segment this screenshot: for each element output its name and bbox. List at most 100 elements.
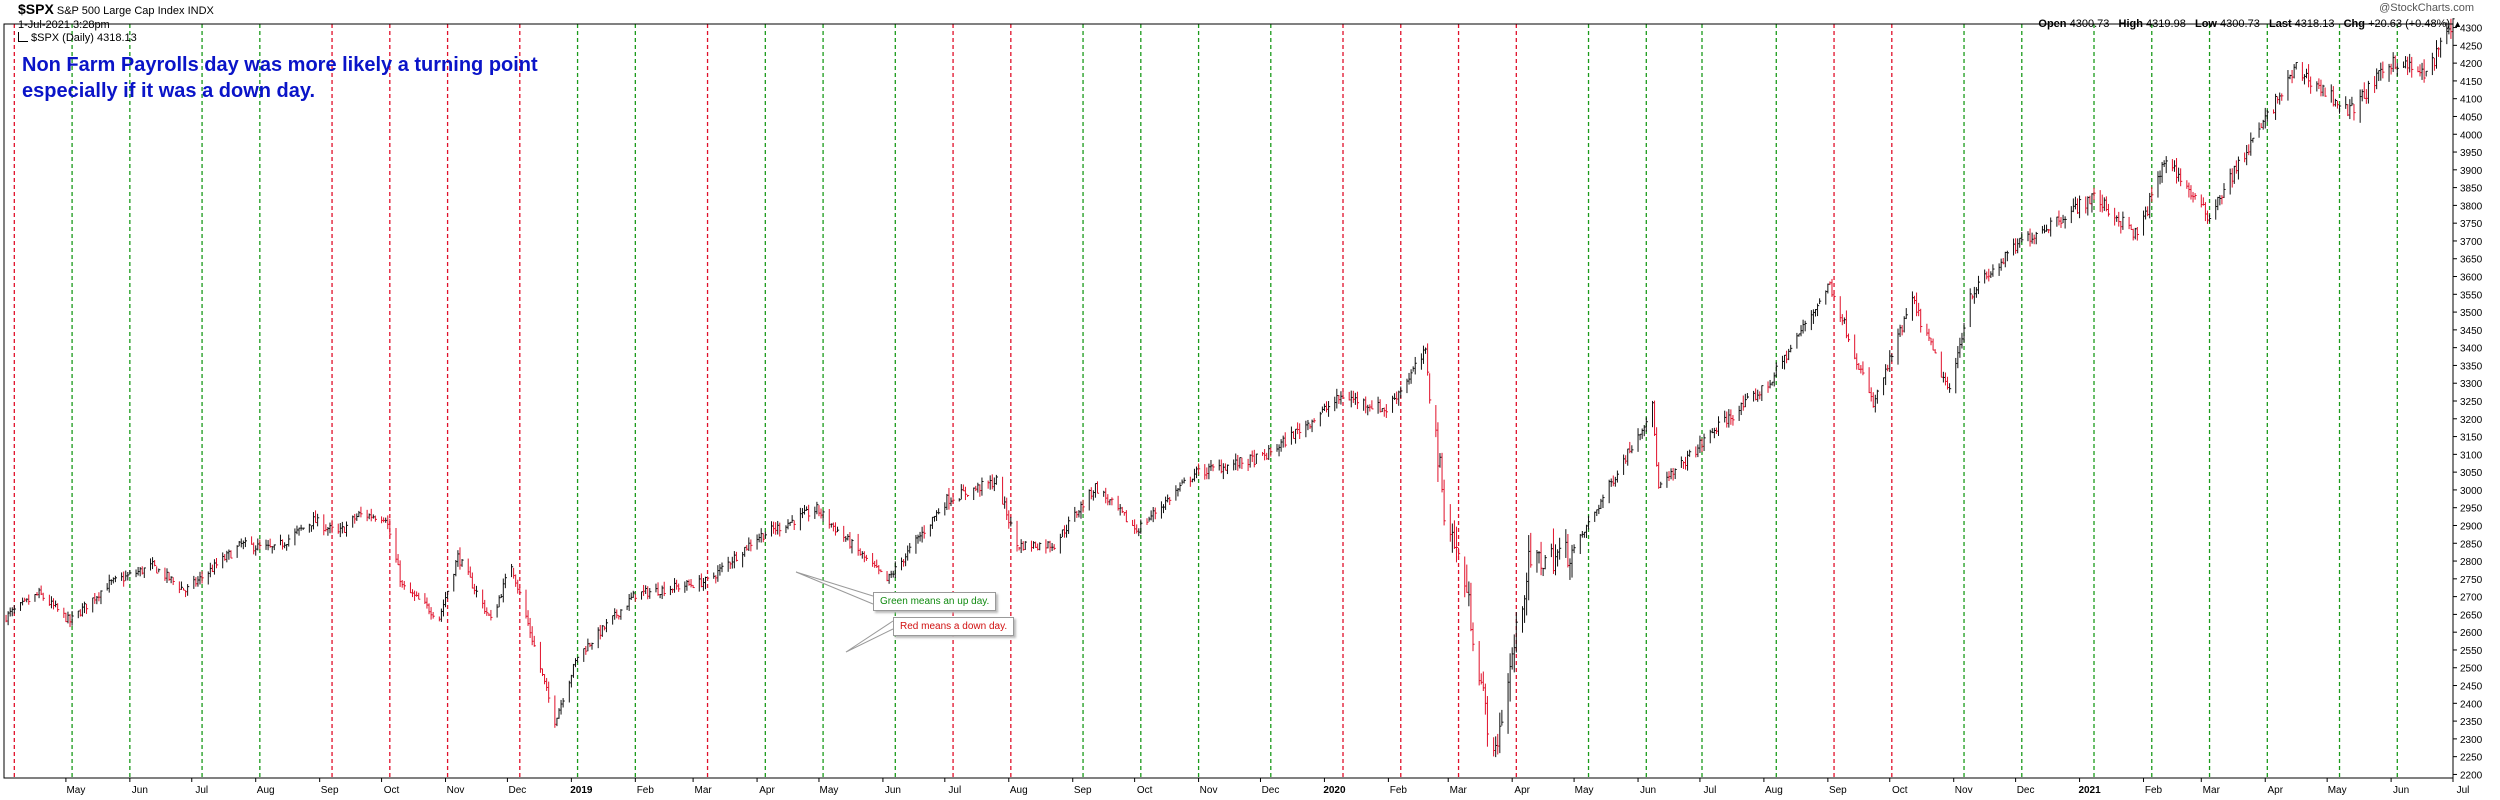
y-tick-label: 4250 [2460,41,2483,52]
header-title: $SPX S&P 500 Large Cap Index INDX [18,1,214,17]
x-tick-label: May [2328,785,2347,796]
x-tick-label: Mar [1450,785,1468,796]
y-tick-label: 3700 [2460,237,2483,248]
x-tick-label: Dec [1262,785,1280,796]
x-tick-label: Apr [2267,785,2283,796]
red-callout-pointer [845,620,894,653]
y-tick-label: 3800 [2460,201,2483,212]
x-tick-label: Sep [321,785,339,796]
y-tick-label: 4050 [2460,112,2483,123]
legend-text: $SPX (Daily) 4318.13 [31,32,137,44]
green-callout-pointer [795,571,874,605]
symbol-label: $SPX [18,1,54,17]
series-legend: $SPX (Daily) 4318.13 [18,32,137,44]
x-tick-label: Aug [1765,785,1783,796]
y-tick-label: 4300 [2460,24,2483,35]
x-tick-label: Jul [2457,785,2470,796]
y-tick-label: 3050 [2460,468,2483,479]
open-label: Open [2038,18,2067,30]
y-tick-label: 3850 [2460,184,2483,195]
x-tick-label: Aug [1010,785,1028,796]
up-arrow-icon: ▲ [2453,19,2462,29]
y-tick-label: 3250 [2460,397,2483,408]
y-tick-label: 3750 [2460,219,2483,230]
y-tick-label: 4000 [2460,130,2483,141]
low-value: 4300.73 [2220,18,2260,30]
x-tick-label: Apr [759,785,775,796]
x-tick-label: Oct [1137,785,1153,796]
y-tick-label: 3300 [2460,379,2483,390]
y-tick-label: 2300 [2460,735,2483,746]
exchange-label: INDX [187,5,214,17]
x-tick-label: Dec [509,785,527,796]
low-label: Low [2194,18,2217,30]
x-tick-label: Mar [694,785,712,796]
x-tick-label: Nov [1200,785,1218,796]
payroll-lines [13,24,2398,778]
y-tick-label: 4100 [2460,95,2483,106]
price-bars [5,18,2455,758]
legend-swatch [18,32,28,42]
x-tick-label: Jun [132,785,148,796]
high-value: 4319.98 [2146,18,2186,30]
x-tick-label: May [1575,785,1594,796]
x-tick-label: May [820,785,839,796]
y-tick-label: 2200 [2460,770,2483,781]
x-tick-label: Jun [2393,785,2409,796]
y-tick-label: 2600 [2460,628,2483,639]
y-tick-label: 3950 [2460,148,2483,159]
y-tick-label: 3600 [2460,273,2483,284]
last-label: Last [2268,18,2292,30]
x-tick-label: Feb [1390,785,1408,796]
x-tick-label: Oct [1892,785,1908,796]
y-tick-label: 3450 [2460,326,2483,337]
x-tick-label: Oct [384,785,400,796]
plot-frame [3,23,2454,779]
y-tick-label: 2700 [2460,593,2483,604]
y-tick-label: 2550 [2460,646,2483,657]
high-label: High [2118,18,2143,30]
y-tick-label: 3350 [2460,361,2483,372]
y-tick-label: 3500 [2460,308,2483,319]
x-tick-label: Nov [447,785,465,796]
y-tick-label: 2950 [2460,504,2483,515]
x-tick-label: Jul [1704,785,1717,796]
x-tick-label: Dec [2017,785,2035,796]
y-tick-label: 2900 [2460,521,2483,532]
x-tick-label: Sep [1829,785,1847,796]
x-tick-label: 2021 [2078,785,2101,796]
x-tick-label: Jul [195,785,208,796]
x-tick-label: Feb [2145,785,2163,796]
y-tick-label: 3000 [2460,486,2483,497]
y-tick-label: 3900 [2460,166,2483,177]
y-tick-label: 3150 [2460,433,2483,444]
x-tick-label: May [66,785,85,796]
y-tick-label: 2750 [2460,575,2483,586]
y-tick-label: 3400 [2460,344,2483,355]
main-annotation-line2: especially if it was a down day. [22,80,316,102]
red-callout: Red means a down day. [893,617,1015,636]
x-tick-label: Feb [637,785,655,796]
y-tick-label: 3550 [2460,290,2483,301]
index-name: S&P 500 Large Cap Index [56,5,185,17]
x-tick-label: Jun [885,785,901,796]
chg-label: Chg [2343,18,2365,30]
x-tick-label: 2020 [1323,785,1346,796]
x-tick-label: Nov [1955,785,1973,796]
y-tick-label: 2800 [2460,557,2483,568]
x-tick-label: Apr [1514,785,1530,796]
callout-pointers [795,571,894,653]
green-callout: Green means an up day. [873,592,997,611]
datetime-label: 1-Jul-2021 3:28pm [18,19,110,31]
y-tick-label: 2500 [2460,664,2483,675]
y-tick-label: 4150 [2460,77,2483,88]
chg-value: +20.63 (+0.48%) [2368,18,2451,30]
x-axis: May Jun Jul Aug Sep Oct Nov Dec 2019 Feb Mar Apr May… [65,778,2470,796]
y-tick-label: 2400 [2460,699,2483,710]
watermark: @StockCharts.com [2379,2,2474,14]
y-tick-label: 2850 [2460,539,2483,550]
open-value: 4300.73 [2069,18,2110,30]
y-tick-label: 4200 [2460,59,2483,70]
